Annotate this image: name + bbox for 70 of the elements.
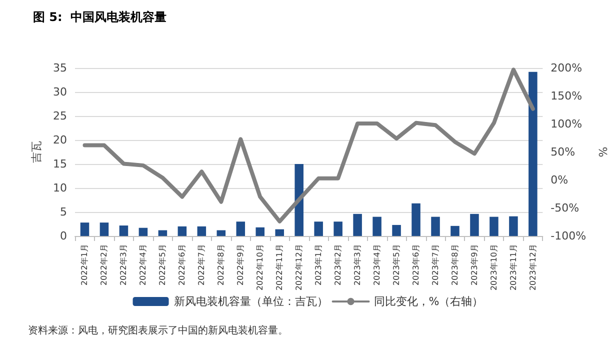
- x-tick-label: 2023年6月: [412, 244, 421, 286]
- y-tick-label: 20: [53, 134, 67, 146]
- y2-tick-label: 50%: [550, 146, 576, 158]
- x-tick-label: 2023年4月: [372, 244, 382, 286]
- x-tick-label: 2023年10月: [489, 244, 498, 291]
- bar: [236, 222, 246, 236]
- legend-label: 同比变化，%（右轴）: [374, 295, 484, 308]
- y2-tick-label: -50%: [550, 202, 580, 214]
- x-tick-label: 2022年5月: [158, 244, 168, 286]
- x-tick-label: 2023年12月: [528, 244, 538, 291]
- y2-tick-label: 150%: [550, 90, 582, 102]
- bar: [509, 216, 518, 236]
- legend-label: 新风电装机容量（单位：吉瓦）: [174, 295, 328, 308]
- chart-title: 图 5: 中国风电装机容量: [33, 10, 167, 24]
- y2-tick-label: -100%: [550, 230, 586, 242]
- bar: [158, 230, 168, 236]
- y2-tick-label: 0%: [550, 174, 568, 186]
- bar: [275, 229, 284, 236]
- x-tick-label: 2022年11月: [275, 244, 284, 291]
- bar: [256, 227, 265, 236]
- x-tick-label: 2023年9月: [470, 244, 479, 286]
- x-tick-label: 2023年3月: [353, 244, 362, 286]
- bar: [392, 224, 401, 236]
- y2-tick-label: 200%: [550, 62, 582, 74]
- y-axis-title: 吉瓦: [30, 141, 44, 163]
- y-tick-label: 0: [60, 230, 67, 242]
- bar: [100, 222, 109, 236]
- bar: [470, 214, 479, 236]
- bar: [119, 225, 128, 236]
- x-tick-label: 2023年8月: [450, 244, 460, 286]
- y-tick-label: 5: [60, 206, 67, 218]
- x-tick-label: 2022年6月: [178, 244, 187, 286]
- x-tick-label: 2022年9月: [236, 244, 246, 286]
- y-tick-label: 25: [53, 110, 67, 122]
- text: 资料来源：风电，研究图表展示了中国的新风电装机容量。: [28, 324, 288, 336]
- bar: [372, 216, 382, 236]
- y-tick-label: 35: [53, 62, 67, 74]
- bar: [412, 203, 420, 236]
- bar: [294, 164, 304, 236]
- y2-tick-label: 100%: [550, 118, 582, 130]
- x-tick-label: 2023年11月: [508, 244, 518, 291]
- x-tick-label: 2023年2月: [334, 244, 343, 286]
- bar: [216, 230, 226, 236]
- x-tick-label: 2022年8月: [216, 244, 226, 286]
- x-tick-label: 2022年4月: [138, 244, 148, 286]
- y-tick-label: 30: [53, 86, 67, 98]
- bar: [431, 216, 440, 236]
- line-series: [82, 68, 535, 224]
- bar: [80, 222, 90, 236]
- x-tick-label: 2022年7月: [197, 244, 206, 286]
- x-tick-label: 2023年7月: [431, 244, 440, 286]
- y-tick-label: 15: [53, 158, 67, 170]
- x-tick-label: 2023年5月: [392, 244, 402, 286]
- x-tick-label: 2022年2月: [100, 244, 109, 286]
- x-tick-label: 2022年3月: [119, 244, 128, 286]
- bar: [450, 226, 460, 236]
- x-tick-label: 2022年1月: [80, 244, 90, 286]
- bar: [528, 72, 538, 236]
- bar: [197, 226, 206, 236]
- x-tick-label: 2022年12月: [294, 244, 304, 291]
- y2-axis-title: %: [596, 146, 609, 158]
- bar: [334, 222, 342, 236]
- bar: [353, 214, 362, 236]
- bar: [314, 222, 323, 236]
- x-tick-label: 2022年10月: [256, 244, 265, 291]
- x-tick-label: 2023年1月: [314, 244, 324, 286]
- bar: [490, 216, 498, 236]
- bar: [138, 228, 148, 236]
- y-tick-label: 10: [53, 182, 67, 194]
- bar: [178, 226, 187, 236]
